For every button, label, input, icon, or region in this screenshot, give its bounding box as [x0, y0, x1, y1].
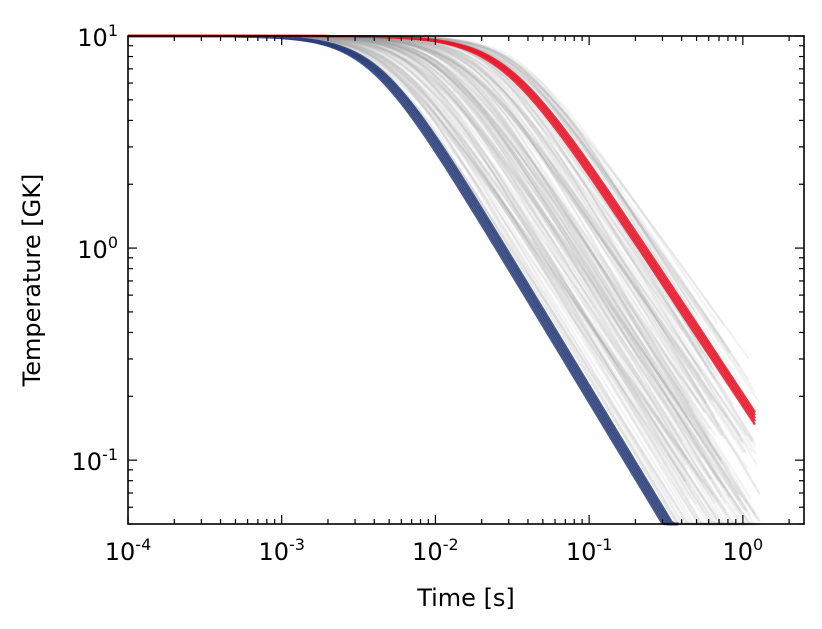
y-axis-label: Temperature [GK] [18, 174, 46, 388]
y-tick-label: 100 [77, 233, 118, 264]
y-tick-label: 10-1 [72, 445, 119, 476]
x-tick-label: 100 [722, 535, 763, 566]
y-tick-label: 101 [77, 21, 118, 52]
plot-frame [127, 35, 805, 525]
x-tick-label: 10-1 [566, 535, 613, 566]
x-tick-label: 10-2 [412, 535, 459, 566]
x-tick-label: 10-3 [258, 535, 305, 566]
x-tick-label: 10-4 [105, 535, 152, 566]
ticks-layer: 10-4 10-3 10-2 10-1 100 10-1 100 101 [72, 21, 804, 566]
curves-layer [127, 34, 761, 526]
x-axis-label: Time [s] [416, 584, 515, 612]
